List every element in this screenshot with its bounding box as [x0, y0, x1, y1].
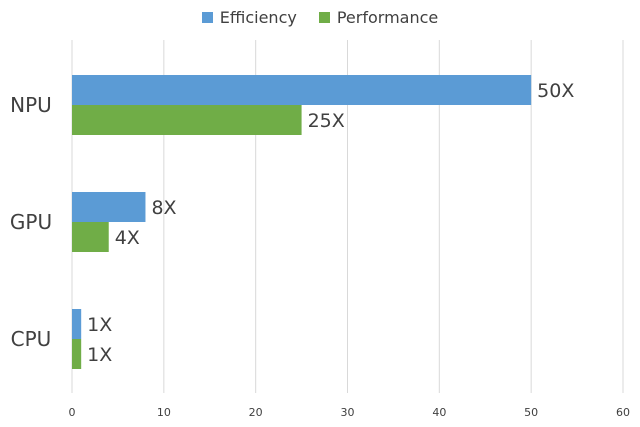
- bar-cpu-performance: [72, 339, 82, 369]
- bar-gpu-efficiency: [72, 192, 146, 222]
- x-tick-label-20: 20: [249, 406, 263, 419]
- category-label-npu: NPU: [10, 93, 52, 117]
- legend-swatch-efficiency: [201, 12, 213, 23]
- legend-item-performance: Performance: [318, 8, 439, 27]
- legend-label-performance: Performance: [336, 8, 439, 27]
- x-tick-label-60: 60: [616, 406, 630, 419]
- data-label-gpu-performance: 4X: [115, 227, 140, 249]
- x-tick-label-40: 40: [432, 406, 446, 419]
- x-tick-label-10: 10: [157, 406, 171, 419]
- x-tick-label-30: 30: [341, 406, 355, 419]
- x-tick-label-50: 50: [524, 406, 538, 419]
- data-label-npu-efficiency: 50X: [537, 80, 574, 102]
- bar-gpu-performance: [72, 222, 109, 252]
- data-label-cpu-efficiency: 1X: [87, 314, 112, 336]
- data-label-gpu-efficiency: 8X: [151, 197, 176, 219]
- legend: Efficiency Performance: [0, 8, 640, 27]
- category-label-gpu: GPU: [10, 210, 52, 234]
- x-tick-label-0: 0: [69, 406, 76, 419]
- bar-npu-efficiency: [72, 75, 532, 105]
- data-label-npu-performance: 25X: [308, 110, 345, 132]
- legend-label-efficiency: Efficiency: [219, 8, 297, 27]
- legend-item-efficiency: Efficiency: [201, 8, 297, 27]
- legend-swatch-performance: [318, 12, 330, 23]
- category-label-cpu: CPU: [11, 327, 52, 351]
- bar-cpu-efficiency: [72, 309, 82, 339]
- bar-npu-performance: [72, 105, 302, 135]
- data-label-cpu-performance: 1X: [87, 344, 112, 366]
